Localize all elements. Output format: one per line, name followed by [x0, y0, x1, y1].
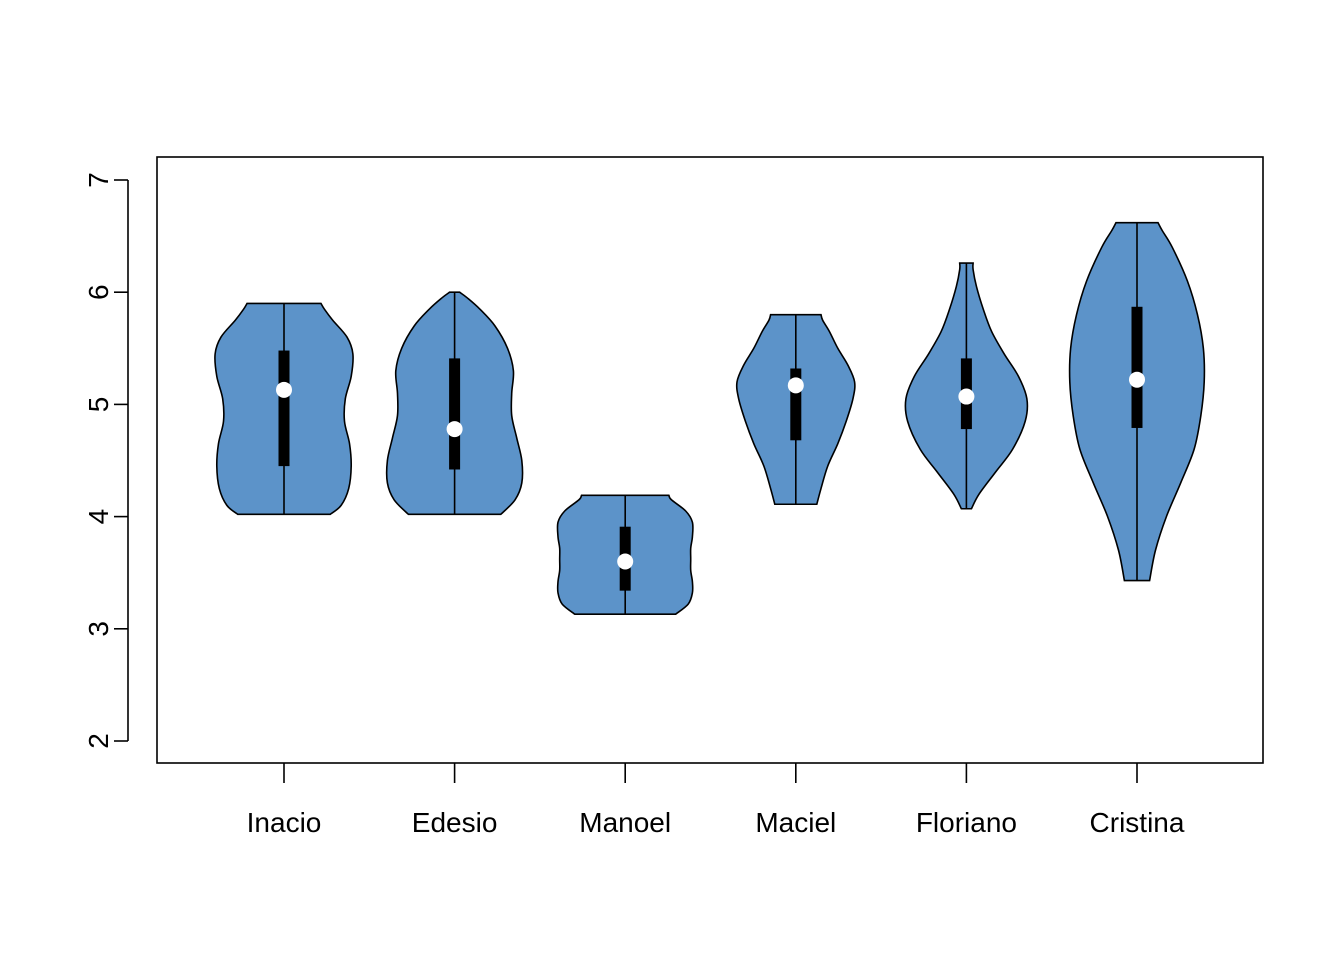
median-point — [617, 553, 634, 570]
y-tick-label: 3 — [83, 621, 114, 637]
violin-floriano — [904, 262, 1029, 510]
y-tick-label: 5 — [83, 397, 114, 413]
median-point — [276, 381, 292, 398]
median-point — [446, 421, 463, 438]
y-tick-label: 6 — [83, 284, 114, 300]
median-point — [958, 388, 975, 405]
x-tick-label-maciel: Maciel — [755, 807, 836, 838]
violin-inacio — [214, 302, 354, 516]
x-tick-label-edesio: Edesio — [412, 807, 498, 838]
x-tick-label-manoel: Manoel — [579, 807, 671, 838]
x-axis: Inacio Edesio Manoel Maciel Floriano Cristina — [247, 763, 1185, 838]
violin-cristina — [1068, 221, 1206, 582]
y-tick-label: 2 — [83, 733, 114, 749]
x-tick-label-inacio: Inacio — [247, 807, 322, 838]
median-point — [1129, 371, 1145, 388]
y-tick-label: 7 — [83, 172, 114, 188]
x-tick-label-floriano: Floriano — [916, 807, 1017, 838]
violins-layer — [214, 221, 1206, 616]
violin-manoel — [556, 494, 694, 616]
y-axis: 2 3 4 5 6 7 — [83, 172, 129, 749]
violin-edesio — [385, 291, 524, 516]
iqr-box — [449, 358, 461, 470]
median-point — [787, 377, 804, 394]
iqr-box — [1131, 306, 1143, 428]
x-tick-label-cristina: Cristina — [1090, 807, 1185, 838]
violin-maciel — [735, 313, 856, 506]
iqr-box — [278, 350, 290, 467]
iqr-box — [790, 368, 802, 441]
plot-frame — [156, 156, 1264, 764]
y-tick-label: 4 — [83, 509, 114, 525]
